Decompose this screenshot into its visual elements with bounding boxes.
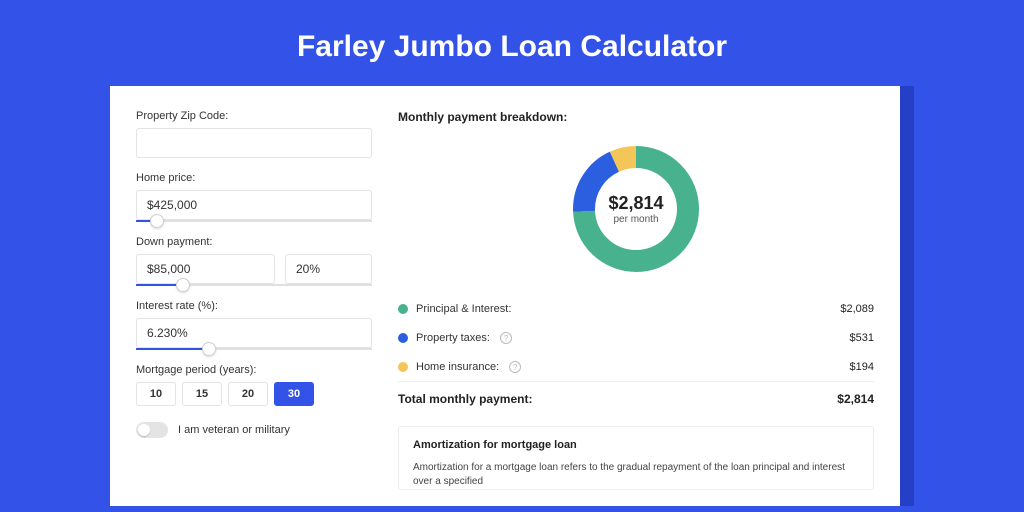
veteran-toggle-knob bbox=[138, 424, 150, 436]
legend-left: Property taxes:? bbox=[398, 332, 512, 344]
legend-value: $2,089 bbox=[840, 303, 874, 315]
veteran-toggle-row: I am veteran or military bbox=[136, 422, 372, 438]
interest-rate-slider[interactable] bbox=[136, 348, 372, 350]
mortgage-period-field-group: Mortgage period (years): 10152030 bbox=[136, 364, 372, 406]
legend-label: Home insurance: bbox=[416, 361, 499, 373]
home-price-input[interactable] bbox=[136, 190, 372, 220]
period-button-15[interactable]: 15 bbox=[182, 382, 222, 406]
form-column: Property Zip Code: Home price: Down paym… bbox=[136, 110, 372, 506]
down-payment-label: Down payment: bbox=[136, 236, 372, 248]
card-shadow: Property Zip Code: Home price: Down paym… bbox=[110, 86, 914, 506]
home-price-slider-thumb[interactable] bbox=[150, 214, 164, 228]
breakdown-column: Monthly payment breakdown: $2,814 per mo… bbox=[398, 110, 874, 506]
down-payment-slider[interactable] bbox=[136, 284, 372, 286]
zip-input[interactable] bbox=[136, 128, 372, 158]
home-price-slider[interactable] bbox=[136, 220, 372, 222]
zip-label: Property Zip Code: bbox=[136, 110, 372, 122]
legend-row: Principal & Interest: $2,089 bbox=[398, 294, 874, 323]
veteran-toggle[interactable] bbox=[136, 422, 168, 438]
legend-row: Property taxes:? $531 bbox=[398, 323, 874, 352]
home-price-label: Home price: bbox=[136, 172, 372, 184]
legend-dot-icon bbox=[398, 304, 408, 314]
legend-label: Principal & Interest: bbox=[416, 303, 511, 315]
info-icon[interactable]: ? bbox=[500, 332, 512, 344]
period-button-30[interactable]: 30 bbox=[274, 382, 314, 406]
veteran-label: I am veteran or military bbox=[178, 424, 290, 436]
legend-value: $531 bbox=[850, 332, 874, 344]
down-payment-field-group: Down payment: bbox=[136, 236, 372, 286]
legend-left: Principal & Interest: bbox=[398, 303, 511, 315]
period-button-20[interactable]: 20 bbox=[228, 382, 268, 406]
legend-value: $194 bbox=[850, 361, 874, 373]
interest-rate-field-group: Interest rate (%): bbox=[136, 300, 372, 350]
legend-dot-icon bbox=[398, 333, 408, 343]
home-price-field-group: Home price: bbox=[136, 172, 372, 222]
donut-chart-wrap: $2,814 per month bbox=[398, 136, 874, 294]
donut-chart: $2,814 per month bbox=[569, 142, 703, 276]
interest-rate-label: Interest rate (%): bbox=[136, 300, 372, 312]
page-title: Farley Jumbo Loan Calculator bbox=[0, 0, 1024, 86]
legend-dot-icon bbox=[398, 362, 408, 372]
donut-center-sub: per month bbox=[613, 214, 658, 225]
amortization-title: Amortization for mortgage loan bbox=[413, 439, 859, 451]
legend-label: Property taxes: bbox=[416, 332, 490, 344]
calculator-card: Property Zip Code: Home price: Down paym… bbox=[110, 86, 900, 506]
interest-rate-input[interactable] bbox=[136, 318, 372, 348]
donut-center: $2,814 per month bbox=[569, 142, 703, 276]
donut-center-value: $2,814 bbox=[608, 193, 663, 214]
period-button-row: 10152030 bbox=[136, 382, 372, 406]
legend-row: Home insurance:? $194 bbox=[398, 352, 874, 381]
mortgage-period-label: Mortgage period (years): bbox=[136, 364, 372, 376]
amortization-text: Amortization for a mortgage loan refers … bbox=[413, 461, 859, 489]
legend-left: Home insurance:? bbox=[398, 361, 521, 373]
interest-rate-slider-thumb[interactable] bbox=[202, 342, 216, 356]
period-button-10[interactable]: 10 bbox=[136, 382, 176, 406]
amortization-box: Amortization for mortgage loan Amortizat… bbox=[398, 426, 874, 490]
down-payment-pct-input[interactable] bbox=[285, 254, 372, 284]
breakdown-title: Monthly payment breakdown: bbox=[398, 110, 874, 124]
zip-field-group: Property Zip Code: bbox=[136, 110, 372, 158]
info-icon[interactable]: ? bbox=[509, 361, 521, 373]
down-payment-input[interactable] bbox=[136, 254, 275, 284]
total-row: Total monthly payment: $2,814 bbox=[398, 381, 874, 420]
total-label: Total monthly payment: bbox=[398, 392, 532, 406]
interest-rate-slider-fill bbox=[136, 348, 209, 350]
legend: Principal & Interest: $2,089 Property taxe… bbox=[398, 294, 874, 381]
down-payment-slider-thumb[interactable] bbox=[176, 278, 190, 292]
total-value: $2,814 bbox=[837, 392, 874, 406]
